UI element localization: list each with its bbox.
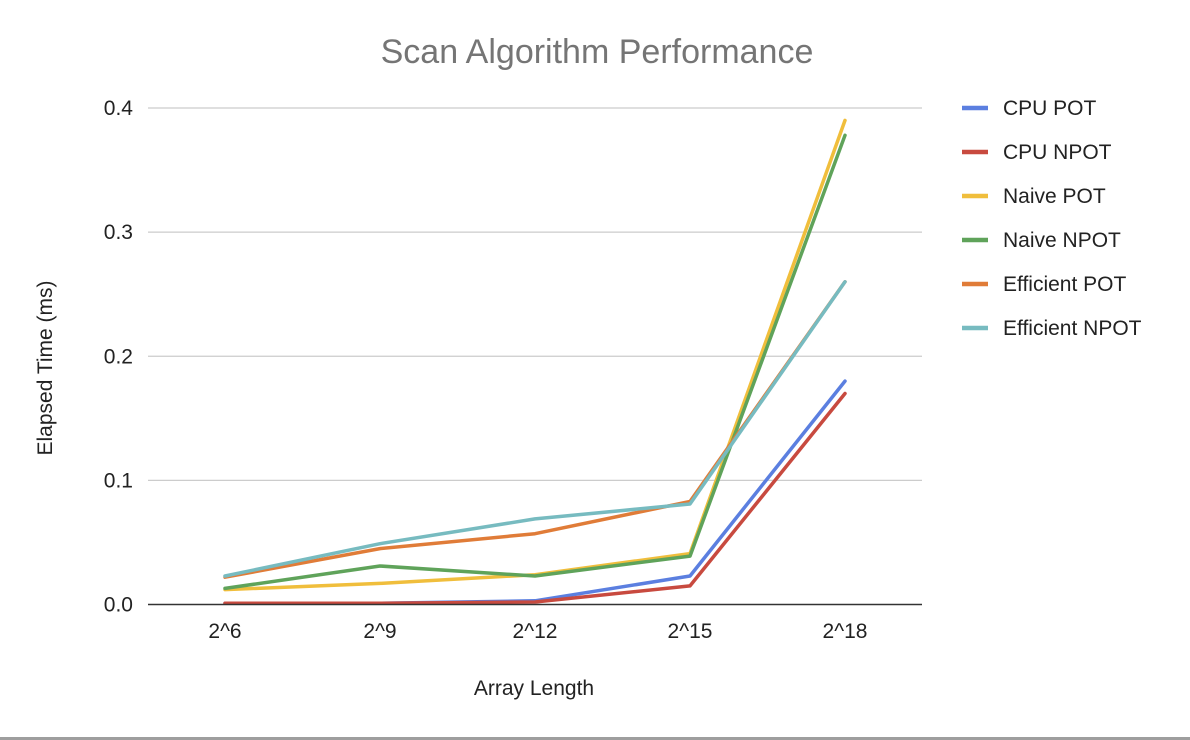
legend-label: CPU NPOT — [1003, 141, 1112, 164]
legend-label: Naive POT — [1003, 185, 1106, 208]
series-lines — [223, 118, 847, 606]
legend-item-naive-pot[interactable]: Naive POT — [962, 185, 1106, 208]
legend-item-cpu-pot[interactable]: CPU POT — [962, 97, 1097, 120]
y-tick-label: 0.0 — [104, 594, 133, 617]
x-tick-label: 2^12 — [513, 620, 558, 643]
series-line-efficient-npot — [223, 280, 847, 578]
legend-item-cpu-npot[interactable]: CPU NPOT — [962, 141, 1112, 164]
series-line-cpu-npot — [223, 391, 847, 606]
series-line-naive-npot — [223, 133, 847, 591]
y-tick-labels: 0.0 0.1 0.2 0.3 0.4 — [104, 97, 134, 617]
y-tick-label: 0.2 — [104, 345, 133, 368]
x-tick-label: 2^6 — [208, 620, 241, 643]
legend-item-naive-npot[interactable]: Naive NPOT — [962, 229, 1121, 252]
x-tick-label: 2^18 — [823, 620, 868, 643]
gridlines — [148, 107, 922, 481]
legend-label: CPU POT — [1003, 97, 1097, 120]
x-axis-label: Array Length — [474, 677, 594, 700]
legend-item-efficient-npot[interactable]: Efficient NPOT — [962, 317, 1142, 340]
chart-title: Scan Algorithm Performance — [381, 33, 814, 71]
legend-label: Efficient NPOT — [1003, 317, 1142, 340]
legend-label: Naive NPOT — [1003, 229, 1121, 252]
legend[interactable]: CPU POT CPU NPOT Naive POT Naive NPOT Effici… — [962, 97, 1142, 340]
x-tick-label: 2^9 — [363, 620, 396, 643]
x-tick-label: 2^15 — [668, 620, 713, 643]
y-tick-label: 0.3 — [104, 221, 133, 244]
y-tick-label: 0.4 — [104, 97, 134, 120]
y-tick-label: 0.1 — [104, 469, 133, 492]
bottom-border — [0, 737, 1190, 740]
legend-label: Efficient POT — [1003, 273, 1126, 296]
legend-item-efficient-pot[interactable]: Efficient POT — [962, 273, 1126, 296]
y-axis-label: Elapsed Time (ms) — [34, 280, 57, 455]
series-line-efficient-pot — [223, 280, 847, 579]
x-tick-labels: 2^6 2^9 2^12 2^15 2^18 — [208, 620, 867, 643]
